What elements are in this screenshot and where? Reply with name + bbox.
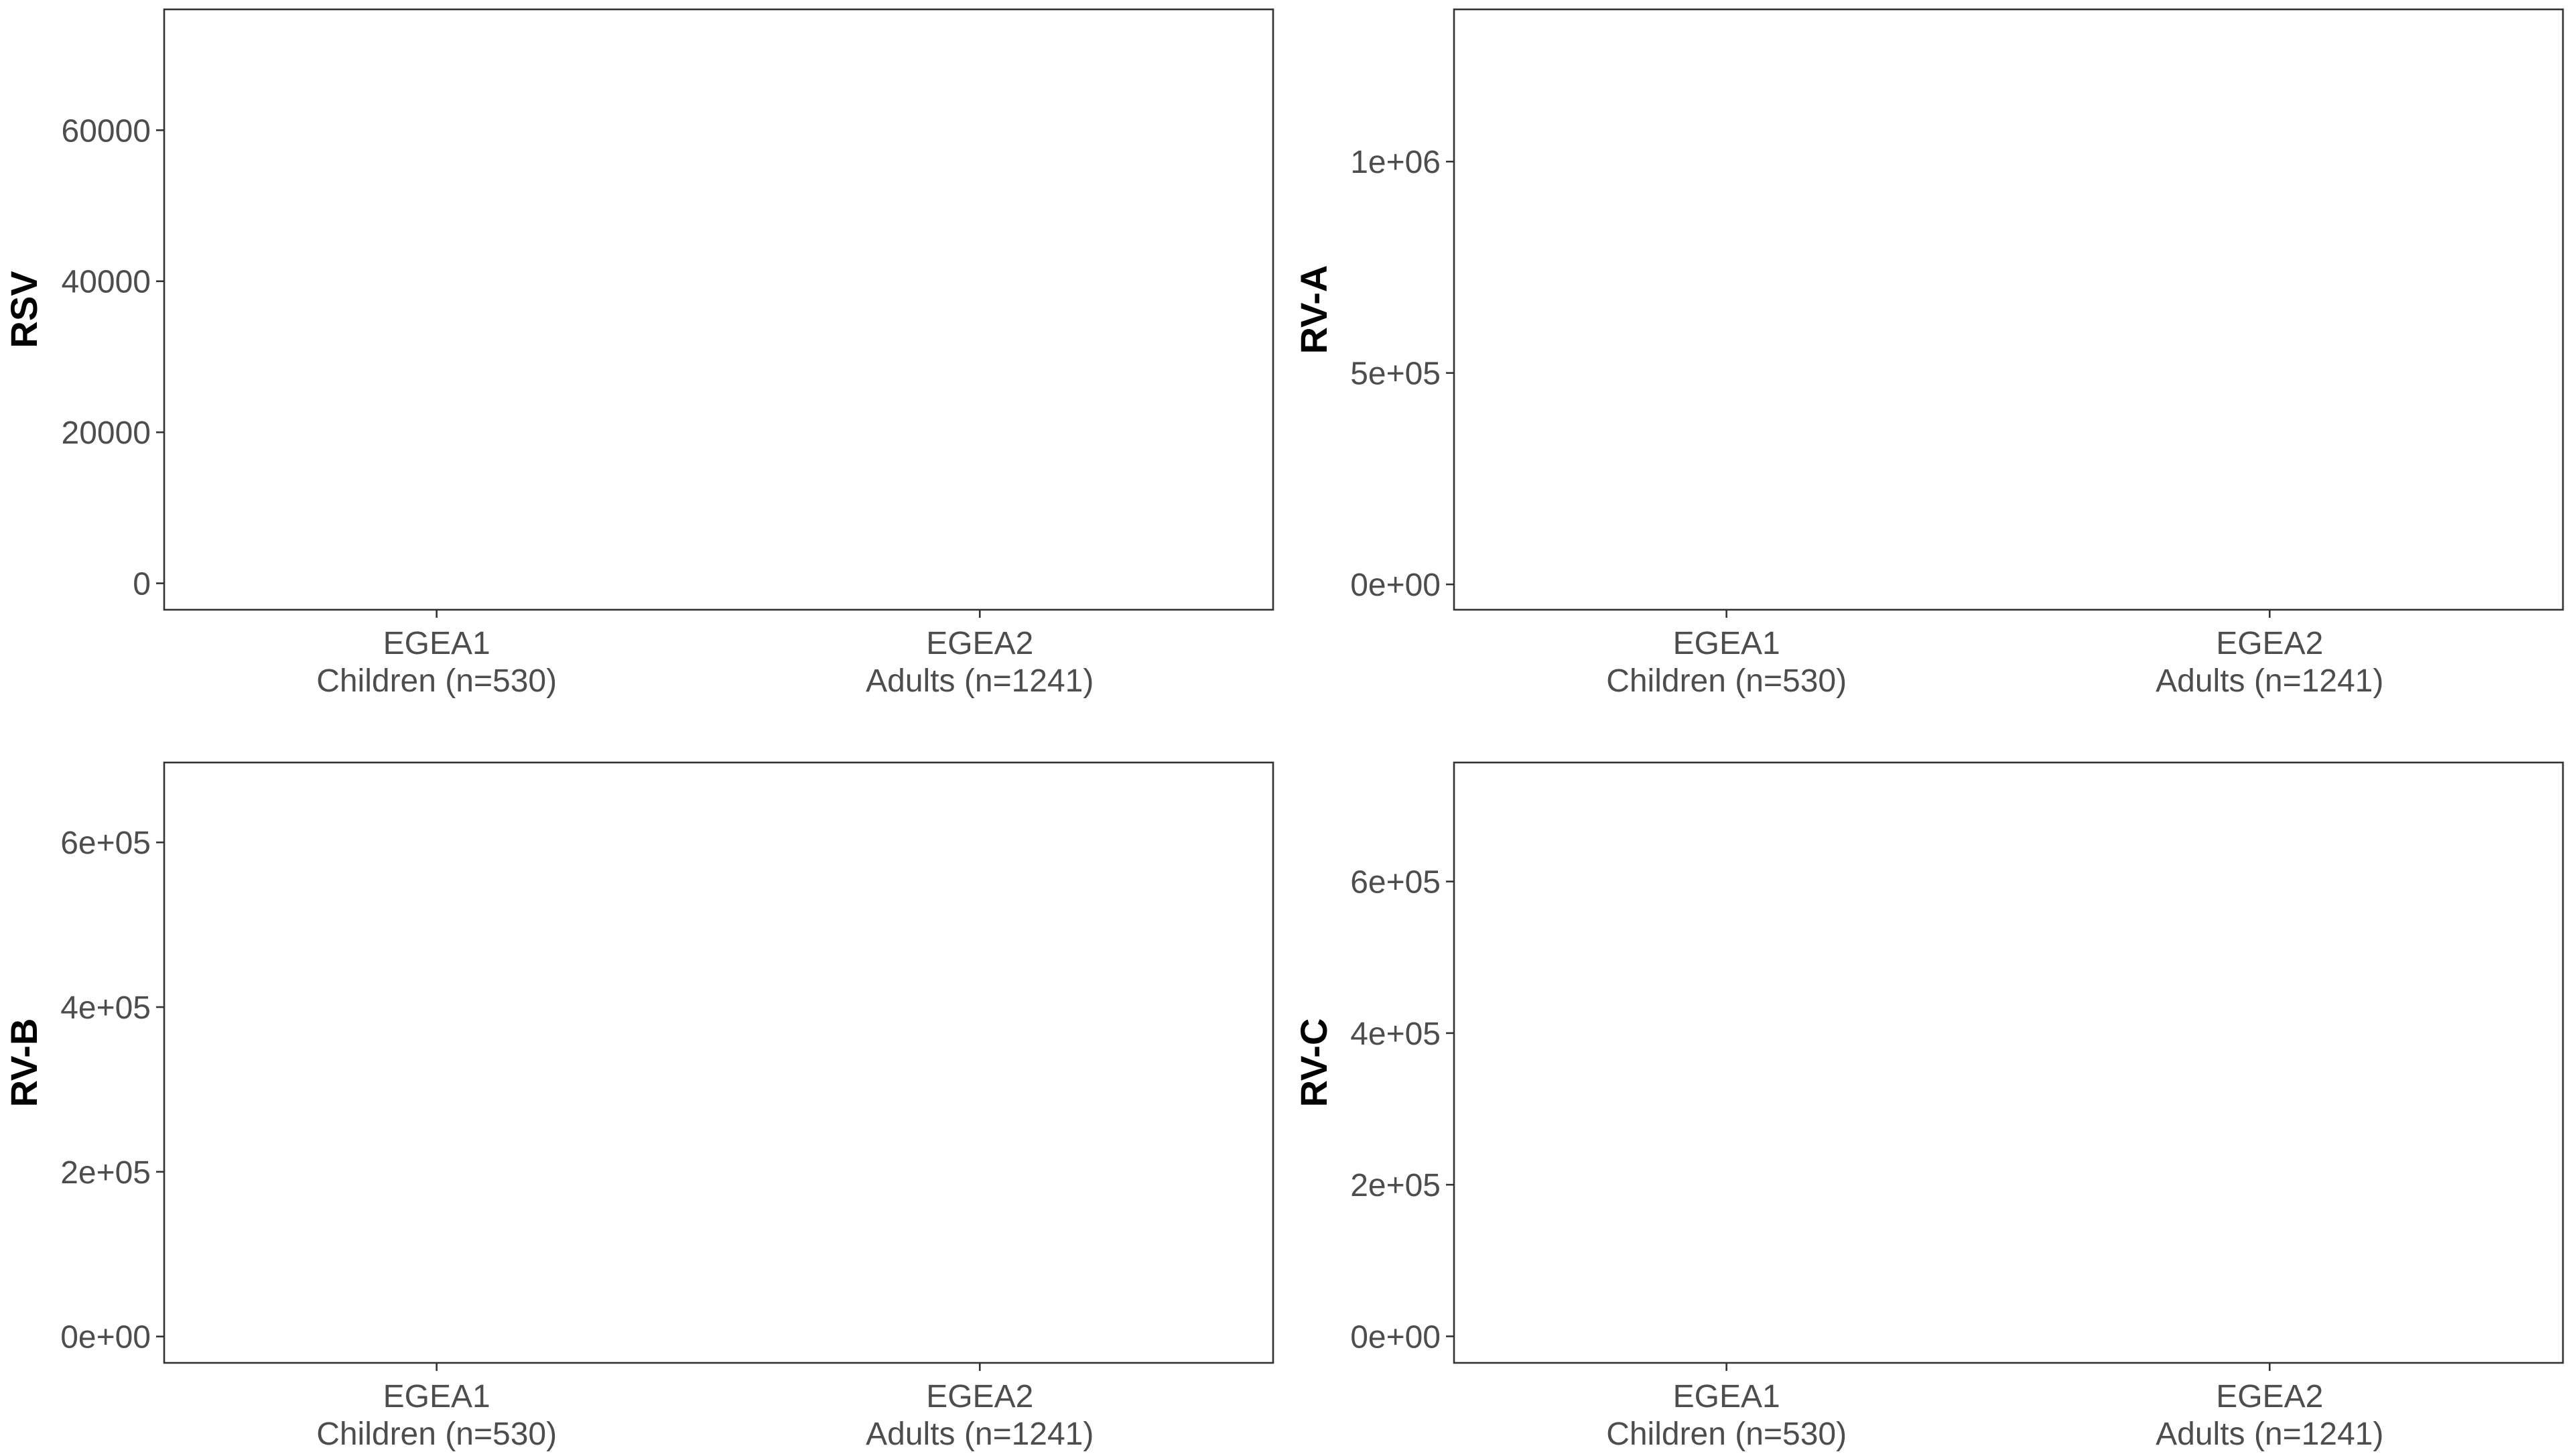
x-tick-sublabel: Adults (n=1241) (2156, 1416, 2383, 1452)
x-tick-label: EGEA2 (926, 626, 1033, 661)
x-tick-label: EGEA2 (2216, 626, 2323, 661)
x-tick-sublabel: Adults (n=1241) (866, 1416, 1094, 1452)
y-tick-label: 0 (133, 567, 151, 602)
panel-border (1453, 8, 2564, 611)
y-tick-label: 6e+05 (60, 825, 151, 861)
x-tick-label: EGEA1 (383, 626, 490, 661)
y-axis-title: RV-C (1293, 1018, 1335, 1108)
y-tick-label: 2e+05 (60, 1155, 151, 1191)
x-tick-label: EGEA1 (1673, 1379, 1780, 1414)
y-tick-label: 6e+05 (1350, 865, 1441, 901)
y-tick-label: 1e+06 (1350, 145, 1441, 180)
y-tick-label: 60000 (62, 113, 151, 149)
y-tick-label: 5e+05 (1350, 356, 1441, 392)
x-tick-label: EGEA2 (926, 1379, 1033, 1414)
x-tick-sublabel: Children (n=530) (1606, 1416, 1847, 1452)
y-tick-label: 2e+05 (1350, 1168, 1441, 1203)
x-tick-label: EGEA1 (1673, 626, 1780, 661)
x-tick-label: EGEA2 (2216, 1379, 2323, 1414)
y-tick-label: 20000 (62, 415, 151, 451)
x-tick-sublabel: Children (n=530) (1606, 663, 1847, 699)
y-axis-title: RV-B (3, 1018, 45, 1108)
y-tick-label: 0e+00 (60, 1320, 151, 1355)
x-tick-sublabel: Adults (n=1241) (2156, 663, 2383, 699)
y-axis-title: RSV (3, 271, 45, 348)
x-tick-sublabel: Adults (n=1241) (866, 663, 1094, 699)
y-tick-label: 0e+00 (1350, 568, 1441, 603)
y-tick-label: 40000 (62, 265, 151, 300)
y-tick-label: 4e+05 (1350, 1016, 1441, 1052)
x-tick-sublabel: Children (n=530) (316, 1416, 557, 1452)
panel-border (163, 8, 1274, 611)
y-tick-label: 0e+00 (1350, 1319, 1441, 1355)
y-axis-title: RV-A (1293, 265, 1335, 354)
panel-border (1453, 761, 2564, 1364)
x-tick-label: EGEA1 (383, 1379, 490, 1414)
x-tick-sublabel: Children (n=530) (316, 663, 557, 699)
y-tick-label: 4e+05 (60, 990, 151, 1026)
panel-border (163, 761, 1274, 1364)
